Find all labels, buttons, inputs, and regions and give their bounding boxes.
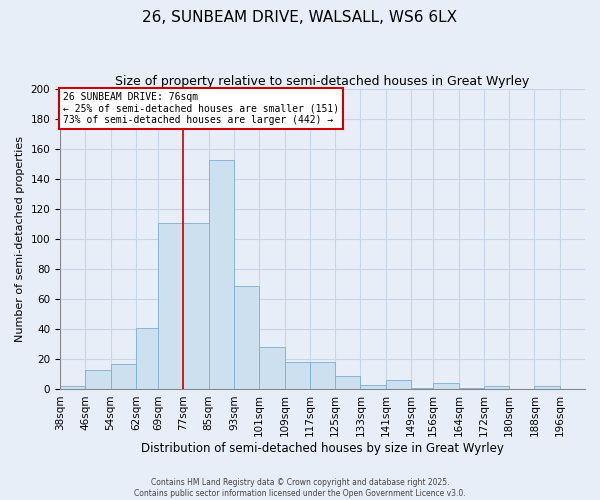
Bar	[85, 370, 110, 390]
Bar	[310, 362, 335, 390]
Bar	[209, 160, 234, 390]
Y-axis label: Number of semi-detached properties: Number of semi-detached properties	[15, 136, 25, 342]
Bar	[158, 223, 184, 390]
Bar	[234, 286, 259, 390]
Text: 26 SUNBEAM DRIVE: 76sqm
← 25% of semi-detached houses are smaller (151)
73% of s: 26 SUNBEAM DRIVE: 76sqm ← 25% of semi-de…	[63, 92, 340, 126]
Bar	[484, 386, 509, 390]
Bar	[411, 388, 436, 390]
Bar	[259, 348, 284, 390]
X-axis label: Distribution of semi-detached houses by size in Great Wyrley: Distribution of semi-detached houses by …	[141, 442, 504, 455]
Text: Contains HM Land Registry data © Crown copyright and database right 2025.
Contai: Contains HM Land Registry data © Crown c…	[134, 478, 466, 498]
Bar	[335, 376, 361, 390]
Bar	[386, 380, 411, 390]
Bar	[361, 385, 386, 390]
Bar	[433, 384, 458, 390]
Bar	[458, 388, 484, 390]
Bar	[184, 223, 209, 390]
Bar	[110, 364, 136, 390]
Text: 26, SUNBEAM DRIVE, WALSALL, WS6 6LX: 26, SUNBEAM DRIVE, WALSALL, WS6 6LX	[142, 10, 458, 25]
Bar	[136, 328, 161, 390]
Bar	[284, 362, 310, 390]
Bar	[535, 386, 560, 390]
Bar	[60, 386, 85, 390]
Title: Size of property relative to semi-detached houses in Great Wyrley: Size of property relative to semi-detach…	[115, 75, 530, 88]
